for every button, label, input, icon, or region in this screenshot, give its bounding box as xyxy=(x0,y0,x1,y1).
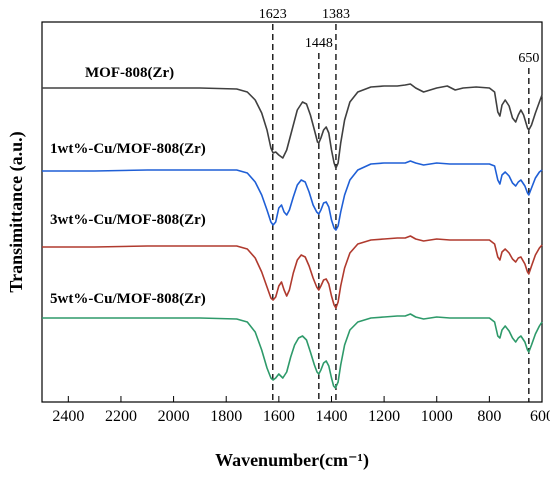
y-axis-title: Transimittance (a.u.) xyxy=(6,131,27,292)
x-tick-label-1000: 1000 xyxy=(421,408,453,425)
peak-label-1623: 1623 xyxy=(259,7,287,22)
series-labels: MOF-808(Zr) 1wt%-Cu/MOF-808(Zr) 3wt%-Cu/MO… xyxy=(50,65,206,307)
x-tick-label-800: 800 xyxy=(477,408,501,425)
x-tick-label-600: 600 xyxy=(530,408,550,425)
peak-marker-lines xyxy=(272,24,530,402)
plot-frame xyxy=(41,21,543,403)
series-label-4: 5wt%-Cu/MOF-808(Zr) xyxy=(50,291,206,307)
x-axis-ticks xyxy=(67,396,543,402)
peak-label-1383: 1383 xyxy=(322,7,350,22)
x-axis-title: Wavenumber(cm⁻¹) xyxy=(215,450,369,471)
peak-label-650: 650 xyxy=(518,51,539,66)
series-line-3 xyxy=(42,235,543,309)
x-axis-tick-labels: 2400 2200 2000 1800 1600 1400 1200 1000 800 600 xyxy=(52,408,550,425)
x-tick-label-2400: 2400 xyxy=(52,408,84,425)
spectra-series xyxy=(42,83,543,389)
series-line-1 xyxy=(42,83,543,169)
x-tick-label-2200: 2200 xyxy=(105,408,137,425)
series-line-2 xyxy=(42,160,543,231)
series-label-2: 1wt%-Cu/MOF-808(Zr) xyxy=(50,141,206,157)
x-tick-label-2000: 2000 xyxy=(158,408,190,425)
x-tick-label-1800: 1800 xyxy=(210,408,242,425)
series-label-1: MOF-808(Zr) xyxy=(85,65,174,81)
x-tick-label-1200: 1200 xyxy=(368,408,400,425)
x-tick-label-1400: 1400 xyxy=(315,408,347,425)
peak-labels: 1623 1448 1383 650 xyxy=(259,7,540,66)
x-tick-label-1600: 1600 xyxy=(263,408,295,425)
series-label-3: 3wt%-Cu/MOF-808(Zr) xyxy=(50,212,206,228)
peak-label-1448: 1448 xyxy=(305,36,333,51)
series-line-4 xyxy=(42,313,543,389)
